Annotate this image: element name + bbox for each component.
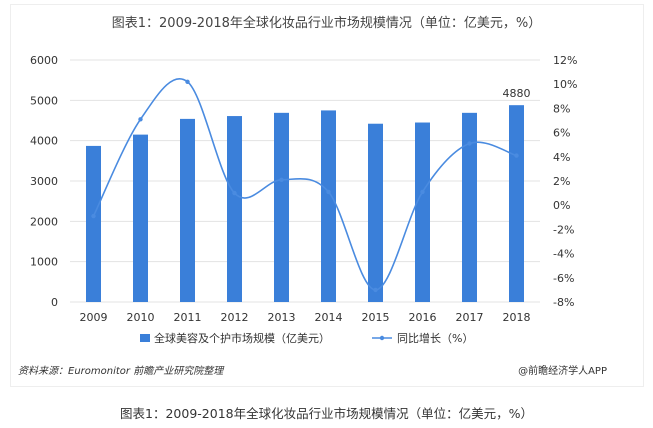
x-tick-label: 2014	[315, 311, 343, 324]
right-tick-label: 2%	[553, 175, 570, 188]
x-tick-label: 2016	[409, 311, 437, 324]
left-tick-label: 4000	[30, 135, 58, 148]
bar-2010	[133, 134, 148, 302]
right-tick-label: 4%	[553, 151, 570, 164]
left-tick-label: 3000	[30, 175, 58, 188]
right-tick-label: -8%	[553, 296, 574, 309]
growth-point-2017	[467, 141, 472, 146]
right-tick-label: -2%	[553, 223, 574, 236]
growth-point-2014	[326, 189, 331, 195]
data-label: 4880	[503, 87, 531, 100]
x-tick-label: 2010	[127, 311, 155, 324]
growth-point-2018	[514, 153, 519, 158]
right-tick-label: -6%	[553, 272, 574, 285]
growth-point-2012	[232, 190, 237, 196]
growth-point-2011	[185, 79, 190, 84]
right-tick-label: -4%	[553, 248, 574, 261]
x-tick-label: 2018	[503, 311, 531, 324]
chart: 0 1000 2000 3000 4000 5000 6000 -8% -6% -4% -2% 0% 2…	[30, 54, 577, 345]
right-tick-label: 12%	[553, 54, 577, 67]
left-tick-label: 1000	[30, 256, 58, 269]
caption: 图表1：2009-2018年全球化妆品行业市场规模情况（单位：亿美元，%）	[120, 406, 533, 421]
x-tick-label: 2012	[221, 311, 249, 324]
bar-2016	[415, 122, 430, 303]
left-tick-label: 0	[51, 296, 58, 309]
x-tick-label: 2013	[268, 311, 296, 324]
right-tick-label: 6%	[553, 127, 570, 140]
bar-2017	[462, 112, 477, 302]
right-tick-label: 0%	[553, 199, 570, 212]
x-tick-label: 2009	[80, 311, 108, 324]
bar-2009	[86, 145, 101, 302]
x-tick-label: 2011	[174, 311, 202, 324]
legend-bar-swatch	[140, 334, 150, 342]
left-tick-label: 5000	[30, 94, 58, 107]
x-tick-label: 2015	[362, 311, 390, 324]
right-tick-label: 10%	[553, 78, 577, 91]
growth-point-2016	[420, 189, 425, 195]
brand-logo: @前瞻经济学人APP	[518, 366, 607, 377]
growth-point-2009	[91, 213, 96, 219]
left-tick-label: 6000	[30, 54, 58, 67]
legend-line-label: 同比增长（%）	[397, 331, 473, 345]
growth-point-2015	[373, 287, 378, 293]
x-tick-label: 2017	[456, 311, 484, 324]
chart-title: 图表1：2009-2018年全球化妆品行业市场规模情况（单位：亿美元，%）	[111, 16, 542, 31]
growth-point-2010	[138, 117, 143, 122]
bar-2013	[274, 112, 289, 302]
legend-line-marker	[379, 335, 385, 341]
growth-point-2013	[279, 177, 284, 182]
bar-2011	[180, 118, 195, 303]
bar-2014	[321, 110, 336, 303]
left-tick-label: 2000	[30, 215, 58, 228]
legend-bar-label: 全球美容及个护市场规模（亿美元）	[154, 331, 330, 345]
growth-line	[92, 78, 517, 291]
right-tick-label: 8%	[553, 102, 570, 115]
source-note: 资料来源：Euromonitor 前瞻产业研究院整理	[18, 366, 224, 377]
bar-2015	[368, 123, 383, 302]
bar-2012	[227, 116, 242, 303]
bar-2018	[509, 105, 524, 302]
